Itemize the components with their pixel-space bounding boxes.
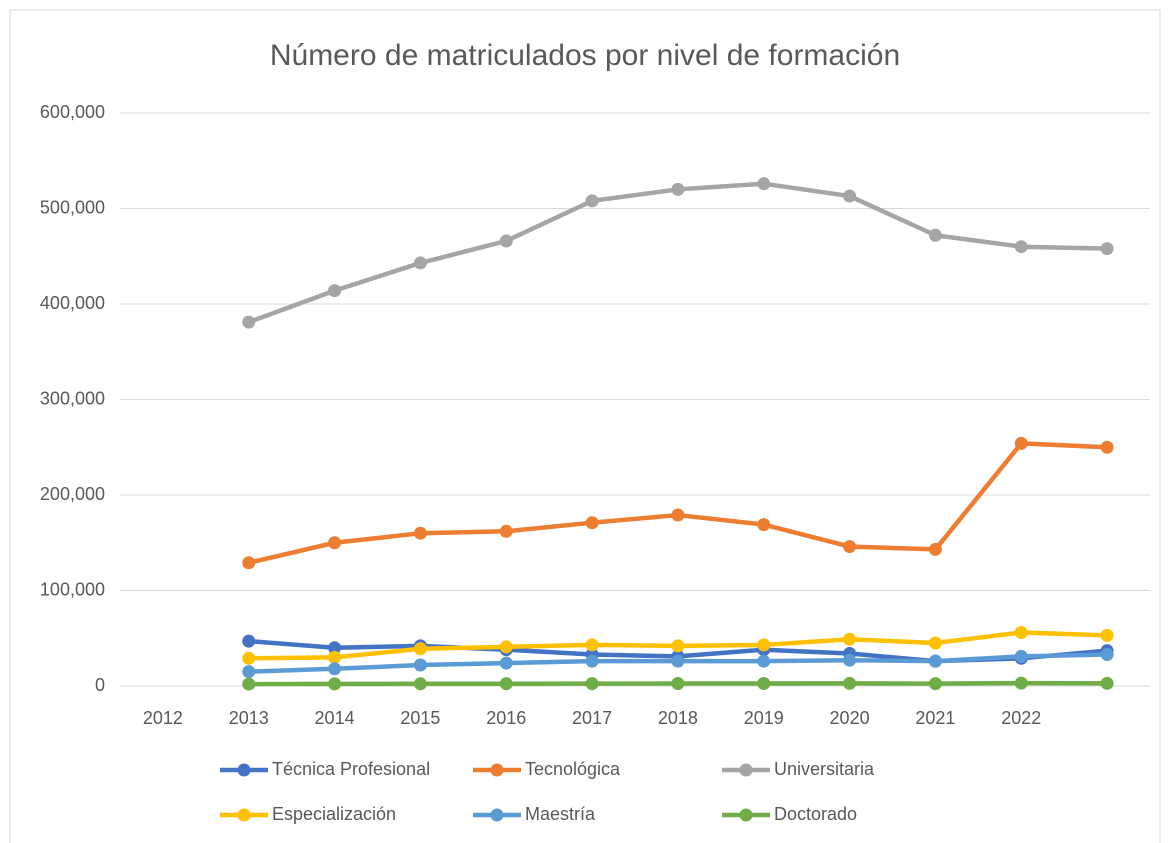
data-point: [843, 632, 857, 646]
data-point: [1100, 647, 1114, 661]
y-tick-label: 200,000: [40, 484, 105, 504]
x-tick-label: 2018: [658, 708, 698, 728]
data-point: [499, 524, 513, 538]
legend-label: Universitaria: [774, 759, 875, 779]
data-point: [1100, 676, 1114, 690]
data-point: [413, 256, 427, 270]
data-point: [585, 516, 599, 530]
x-tick-label: 2016: [486, 708, 526, 728]
y-tick-label: 500,000: [40, 197, 105, 217]
data-point: [585, 654, 599, 668]
data-point: [328, 677, 342, 691]
legend-label: Maestría: [525, 804, 596, 824]
data-point: [671, 182, 685, 196]
legend-marker: [490, 763, 504, 777]
data-point: [671, 677, 685, 691]
data-point: [585, 638, 599, 652]
data-point: [413, 642, 427, 656]
x-tick-label: 2022: [1001, 708, 1041, 728]
data-point: [1100, 628, 1114, 642]
data-point: [499, 656, 513, 670]
data-point: [1014, 240, 1028, 254]
y-tick-label: 300,000: [40, 388, 105, 408]
data-point: [928, 677, 942, 691]
data-point: [928, 228, 942, 242]
data-point: [242, 634, 256, 648]
data-point: [757, 638, 771, 652]
data-point: [1014, 626, 1028, 640]
data-point: [413, 658, 427, 672]
y-tick-label: 600,000: [40, 102, 105, 122]
x-tick-label: 2021: [915, 708, 955, 728]
data-point: [242, 665, 256, 679]
data-point: [328, 536, 342, 550]
legend-label: Técnica Profesional: [272, 759, 430, 779]
legend-marker: [490, 808, 504, 822]
data-point: [328, 641, 342, 655]
x-tick-label: 2014: [315, 708, 355, 728]
data-point: [671, 639, 685, 653]
data-point: [328, 662, 342, 676]
data-point: [499, 640, 513, 654]
data-point: [1100, 440, 1114, 454]
x-tick-label: 2017: [572, 708, 612, 728]
data-point: [413, 677, 427, 691]
chart-frame: [9, 9, 1161, 843]
data-point: [242, 556, 256, 570]
data-point: [1100, 242, 1114, 256]
data-point: [328, 650, 342, 664]
data-point: [671, 654, 685, 668]
x-tick-label: 2015: [400, 708, 440, 728]
data-point: [671, 508, 685, 522]
data-point: [843, 653, 857, 667]
y-tick-label: 0: [95, 675, 105, 695]
legend-label: Tecnológica: [525, 759, 621, 779]
x-tick-label: 2020: [830, 708, 870, 728]
x-tick-label: 2019: [744, 708, 784, 728]
data-point: [757, 177, 771, 191]
legend-label: Doctorado: [774, 804, 857, 824]
data-point: [328, 284, 342, 298]
data-point: [499, 677, 513, 691]
data-point: [1014, 649, 1028, 663]
legend-marker: [237, 808, 251, 822]
data-point: [242, 677, 256, 691]
data-point: [242, 651, 256, 665]
y-tick-label: 100,000: [40, 579, 105, 599]
data-point: [928, 542, 942, 556]
data-point: [585, 677, 599, 691]
data-point: [585, 194, 599, 208]
data-point: [757, 518, 771, 532]
data-point: [413, 526, 427, 540]
data-point: [1014, 436, 1028, 450]
x-tick-label: 2013: [229, 708, 269, 728]
legend-label: Especialización: [272, 804, 396, 824]
y-tick-label: 400,000: [40, 293, 105, 313]
data-point: [843, 189, 857, 203]
data-point: [928, 636, 942, 650]
data-point: [242, 315, 256, 329]
data-point: [499, 234, 513, 248]
legend-marker: [739, 763, 753, 777]
legend-marker: [739, 808, 753, 822]
x-tick-label: 2012: [143, 708, 183, 728]
data-point: [757, 654, 771, 668]
data-point: [928, 654, 942, 668]
data-point: [843, 540, 857, 554]
chart-title: Número de matriculados por nivel de form…: [270, 39, 900, 72]
data-point: [757, 677, 771, 691]
data-point: [843, 676, 857, 690]
data-point: [1014, 676, 1028, 690]
legend-marker: [237, 763, 251, 777]
